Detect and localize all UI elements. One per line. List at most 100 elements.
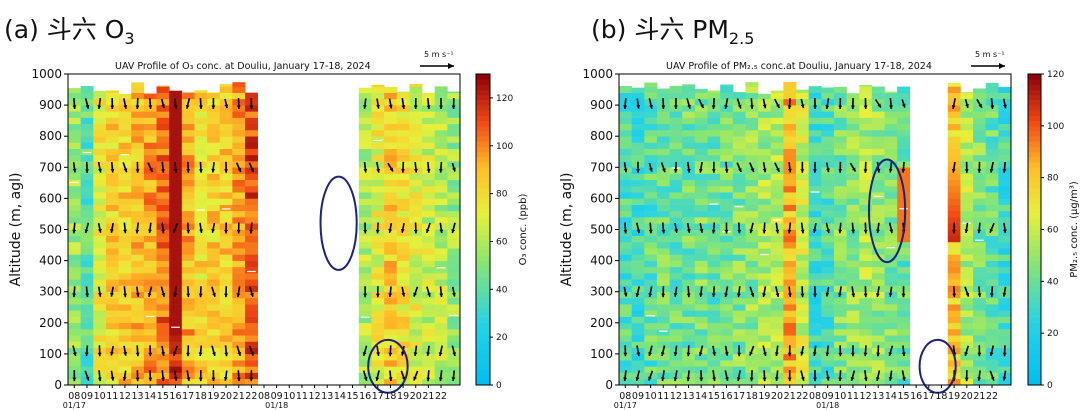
heat-cell	[68, 322, 81, 330]
x-tick-label: 18	[746, 391, 758, 402]
heat-cell	[960, 185, 974, 193]
heat-cell	[156, 360, 170, 367]
wind-arrowhead	[648, 376, 652, 381]
heat-cell	[745, 204, 759, 212]
heat-cell	[194, 179, 208, 187]
heat-cell	[68, 353, 81, 361]
wind-arrowhead	[978, 103, 982, 108]
heat-cell	[682, 217, 696, 224]
heat-cell	[973, 185, 987, 193]
heat-cell	[105, 304, 119, 311]
heat-cell	[947, 304, 961, 311]
heat-cell	[859, 129, 873, 137]
x-tick-label: 08	[68, 391, 80, 402]
wind-arrowhead	[1002, 292, 1007, 297]
heat-cell	[859, 179, 873, 187]
heat-cell	[694, 297, 708, 305]
x-tick-label: 15	[346, 391, 358, 402]
heat-cell	[131, 304, 145, 311]
heat-cell	[232, 154, 246, 162]
heat-cell	[143, 111, 157, 118]
heat-cell	[783, 210, 797, 218]
wind-arrowhead	[623, 377, 627, 382]
heat-cell	[396, 360, 410, 367]
heat-cell	[181, 235, 195, 243]
heat-cell	[656, 279, 670, 286]
wind-arrowhead	[1002, 376, 1007, 381]
heat-cell	[631, 204, 645, 212]
heat-cell	[859, 304, 873, 311]
heat-cell	[245, 341, 258, 348]
heat-cell	[732, 378, 746, 386]
heat-cell	[960, 142, 974, 149]
heat-cell	[973, 341, 987, 348]
heat-cell	[758, 129, 772, 137]
panel-label: (b) 斗六 PM2.5	[591, 15, 754, 48]
heat-cell	[194, 148, 208, 156]
heat-cell	[644, 310, 658, 317]
heat-cell	[245, 136, 258, 143]
heat-cell	[447, 142, 461, 149]
heat-cell	[358, 92, 372, 100]
heat-cell	[207, 235, 221, 243]
heat-cell	[745, 142, 759, 149]
heat-cell	[694, 92, 708, 100]
heat-cell	[707, 123, 721, 131]
heat-cell	[68, 123, 81, 131]
wind-arrowhead	[173, 293, 178, 297]
wind-arrowhead	[451, 377, 456, 381]
colorbar-segment	[1028, 208, 1041, 215]
wind-arrowhead	[223, 376, 228, 381]
heat-cell	[447, 353, 461, 361]
heat-cell	[656, 360, 670, 367]
x-tick-label: 14	[695, 391, 707, 402]
heat-cell	[194, 192, 208, 199]
heat-cell	[808, 92, 822, 100]
heat-cell	[833, 136, 847, 143]
heat-cell	[644, 204, 658, 212]
heat-cell	[93, 266, 107, 274]
heat-cell	[93, 260, 107, 268]
heat-cell	[631, 136, 645, 143]
heat-cell	[169, 173, 183, 181]
heat-cell	[194, 210, 208, 218]
heat-cell	[682, 378, 696, 386]
heat-cell	[447, 335, 461, 342]
heat-cell	[758, 136, 772, 143]
heat-cell	[656, 217, 670, 224]
heat-cell	[833, 248, 847, 255]
heat-cell	[169, 273, 183, 280]
heat-cell	[745, 117, 759, 125]
heat-cell	[821, 304, 835, 311]
heat-cell	[434, 304, 448, 311]
heat-cell	[770, 341, 784, 348]
colorbar-segment	[476, 333, 490, 339]
colorbar-segment	[1028, 224, 1041, 230]
y-tick-label: 400	[39, 254, 62, 268]
wind-arrowhead	[800, 229, 805, 234]
heat-cell	[80, 360, 94, 367]
heat-cell	[821, 260, 835, 268]
heat-cell	[707, 279, 721, 286]
chart-title: UAV Profile of PM₂.₅ conc.at Douliu, Jan…	[666, 61, 932, 72]
heat-cell	[821, 192, 835, 199]
heat-cell	[422, 111, 436, 118]
colorbar-segment	[476, 89, 490, 96]
colorbar-segment	[476, 188, 490, 194]
heat-cell	[833, 86, 847, 93]
heat-cell	[422, 142, 436, 149]
heat-cell	[131, 136, 145, 143]
heat-cell	[758, 123, 772, 131]
heat-cell	[897, 310, 911, 317]
x-tick-label: 14	[334, 391, 346, 402]
heat-cell	[846, 366, 860, 373]
x-tick-label: 09	[81, 391, 93, 402]
heat-cell	[80, 241, 94, 249]
heat-cell	[156, 204, 170, 212]
heat-cell	[884, 266, 898, 274]
heat-cell	[947, 148, 961, 156]
heat-cell	[859, 316, 873, 324]
heat-cell	[447, 235, 461, 243]
heat-cell	[371, 86, 385, 93]
colorbar-segment	[1028, 203, 1041, 210]
